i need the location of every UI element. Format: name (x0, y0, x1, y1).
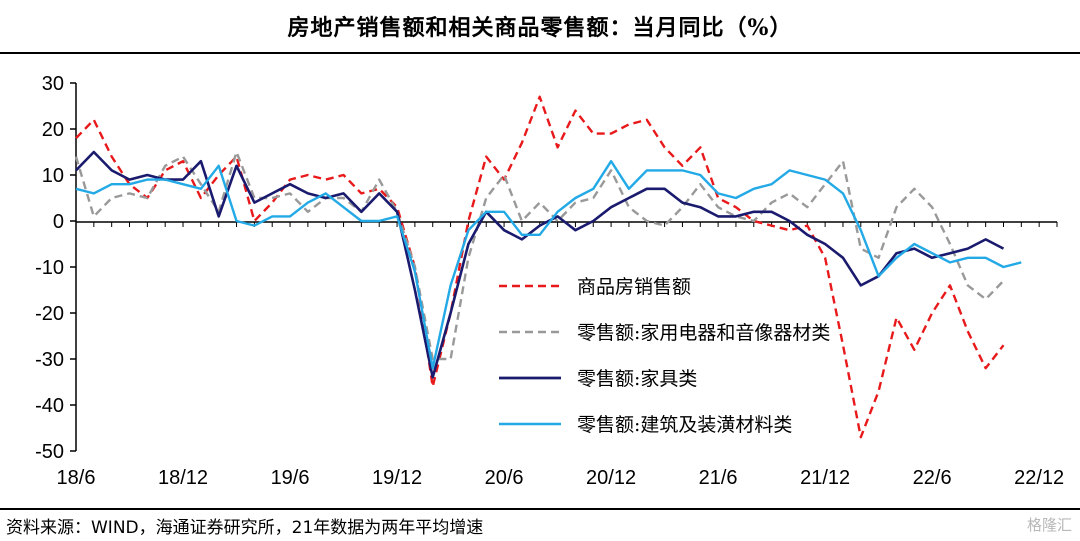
x-tick-label: 18/6 (57, 467, 96, 489)
legend-label-4: 零售额:建筑及装潢材料类 (577, 414, 792, 436)
legend-label-1: 商品房销售额 (577, 276, 691, 298)
y-axis: 30 20 10 0 -10 -20 -30 -40 -50 (35, 73, 77, 463)
y-tick-label: 20 (42, 119, 64, 141)
x-tick-label: 19/12 (372, 467, 422, 489)
x-tick-label: 22/12 (1014, 467, 1064, 489)
x-axis: 18/6 18/12 19/6 19/12 20/6 20/12 21/6 21/12 22/6… (57, 221, 1064, 489)
y-tick-label: 10 (42, 165, 64, 187)
series-line-4 (75, 160, 1022, 370)
series-line-1 (75, 95, 1005, 439)
y-tick-label: 0 (53, 211, 64, 233)
y-tick-label: -40 (35, 395, 64, 417)
series-line-2 (74, 150, 1005, 361)
legend-label-3: 零售额:家具类 (577, 368, 697, 390)
x-tick-label: 21/6 (699, 467, 738, 489)
y-tick-label: -20 (35, 303, 64, 325)
x-tick-label: 19/6 (271, 467, 310, 489)
y-tick-label: -30 (35, 349, 64, 371)
watermark-logo: 格隆汇 (1026, 516, 1072, 534)
chart-title: 房地产销售额和相关商品零售额：当月同比（%） (287, 15, 793, 41)
y-tick-label: 30 (42, 73, 64, 95)
x-tick-label: 18/12 (158, 467, 208, 489)
x-tick-label: 21/12 (800, 467, 850, 489)
chart-svg: 30 20 10 0 -10 -20 -30 -40 -50 18/6 18/12 19/6 19/1… (35, 73, 1064, 489)
y-tick-label: -50 (35, 441, 64, 463)
legend-label-2: 零售额:家用电器和音像器材类 (577, 322, 830, 344)
x-tick-label: 20/12 (586, 467, 636, 489)
x-tick-label: 22/6 (913, 467, 952, 489)
x-tick-label: 20/6 (485, 467, 524, 489)
source-note: 资料来源：WIND，海通证券研究所，21年数据为两年平均增速 (6, 518, 484, 538)
title-bar: 房地产销售额和相关商品零售额：当月同比（%） (0, 0, 1080, 54)
footer-divider (0, 508, 1080, 510)
series-line-3 (75, 150, 1005, 379)
series-layer (74, 95, 1022, 439)
y-tick-label: -10 (35, 257, 64, 279)
